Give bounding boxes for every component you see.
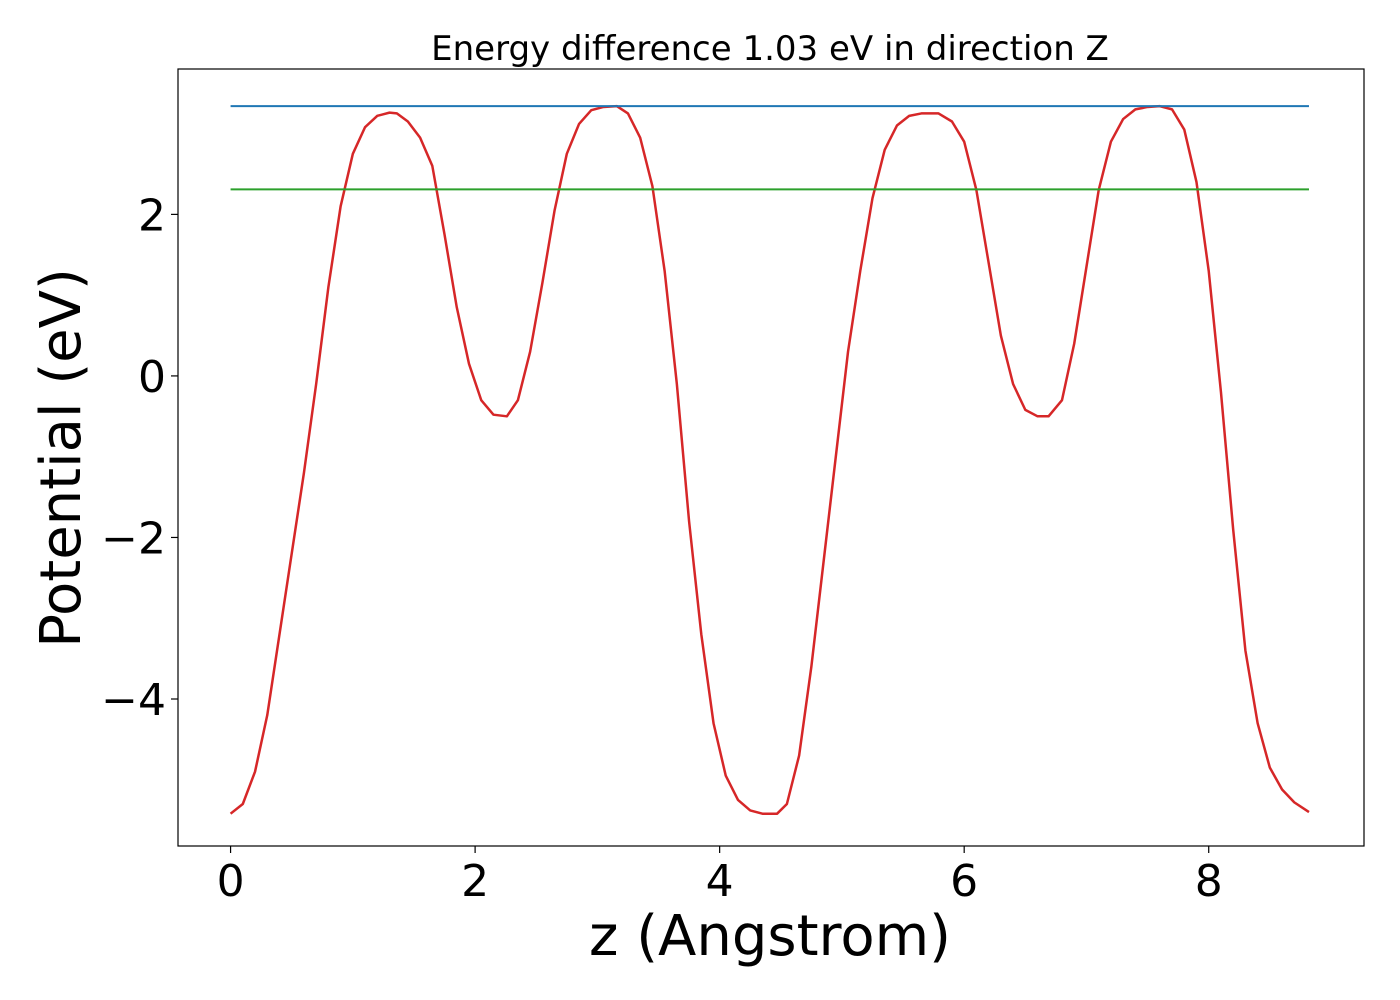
y-axis-label: Potential (eV) [29,268,94,648]
potential-curve [229,104,1310,815]
y-tick-label: −2 [101,513,166,564]
x-tick-label: 4 [706,856,734,907]
plot-frame [177,68,1365,847]
x-tick-label: 8 [1195,856,1223,907]
plot-area [229,104,1310,815]
x-tick-label: 2 [461,856,489,907]
x-tick-label: 0 [217,856,245,907]
x-axis: 0 2 4 6 8 [217,846,1223,907]
y-axis: −4 −2 0 2 [101,190,178,726]
y-tick-label: −4 [101,675,166,726]
x-axis-label: z (Angstrom) [589,904,951,969]
x-tick-label: 6 [950,856,978,907]
y-tick-label: 0 [138,352,166,403]
y-tick-label: 2 [138,190,166,241]
chart-title: Energy difference 1.03 eV in direction Z [431,29,1109,69]
